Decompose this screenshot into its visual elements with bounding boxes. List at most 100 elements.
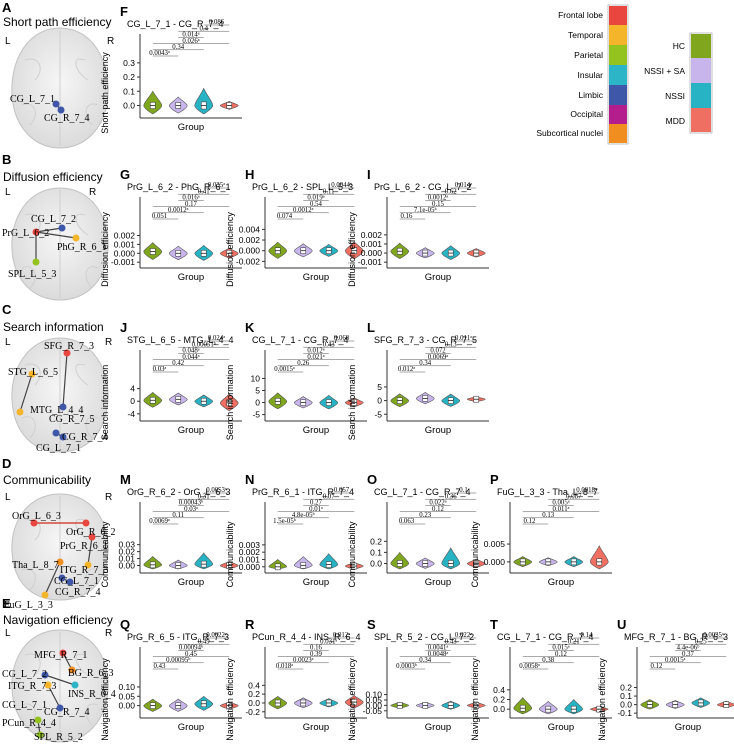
row-letter: E [2, 596, 11, 611]
y-tick-label: 0.000 [484, 557, 506, 567]
y-tick-label: 0.00 [118, 701, 135, 711]
group-legend-frame [689, 32, 713, 134]
p-value-label: 0.0015ᵃ [665, 657, 686, 664]
p-value-label: 0.25 [695, 638, 707, 645]
y-tick-label: -5 [252, 410, 260, 420]
x-axis-label: Group [425, 722, 451, 733]
lobe-legend-frame [607, 4, 629, 145]
p-value-label: 0.0012ᵃ [428, 195, 449, 202]
p-value-label: 0.026ᵃ [182, 38, 199, 45]
node-label: BG_R_6_3 [68, 668, 114, 679]
y-tick-label: 0.4 [493, 685, 505, 695]
p-value-label: 0.0035ᵃ [703, 632, 724, 639]
p-value-label: 0.0048ᵃ [428, 651, 449, 658]
y-tick-label: 0.3 [123, 58, 135, 68]
p-value-label: 0.0053ᵃ [206, 487, 227, 494]
node-label: PhG_R_6_1 [57, 242, 106, 253]
lobe-swatch-insular [609, 65, 627, 85]
y-tick-label: 5 [377, 382, 382, 392]
panel-title: OrG_R_6_2 - OrG_L_6_3 [127, 487, 231, 497]
x-axis-label: Group [303, 722, 329, 733]
node-temporal [28, 370, 36, 378]
p-value-label: 0.17 [185, 201, 197, 208]
row-title: Search information [3, 320, 104, 334]
panel-title: CG_L_7_1 - CG_R_7_4 [252, 335, 349, 345]
p-value-label: 0.37 [682, 651, 694, 658]
p-value-label: 0.45 [185, 651, 197, 658]
y-axis-label: Communicability [100, 521, 110, 588]
group-swatch-mdd [691, 108, 711, 132]
p-value-label: 0.048ᵃ [182, 348, 199, 355]
brain-right-label: R [89, 187, 96, 198]
group-legend: HC NSSI + SA NSSI MDD [644, 32, 713, 134]
node-temporal [44, 681, 52, 689]
panel-letter: Q [120, 617, 130, 632]
node-limbic [58, 574, 66, 582]
y-tick-label: 0.2 [493, 695, 505, 705]
p-value-label: 0.39 [310, 651, 322, 658]
lobe-label: Limbic [578, 90, 603, 100]
panel-letter: G [120, 167, 130, 182]
p-value-label: 0.00051ᵇ [192, 341, 216, 348]
p-value-label: 0.38 [542, 657, 554, 664]
lobe-swatch-subcortical [609, 124, 627, 143]
group-swatch-nssi-sa [691, 58, 711, 83]
p-value-label: 0.34 [419, 360, 431, 367]
p-value-label: 0.015ᵃ [552, 645, 569, 652]
p-value-label: 0.42 [172, 360, 184, 367]
y-tick-label: 0 [377, 396, 382, 406]
x-axis-label: Group [303, 425, 329, 436]
lobe-legend: Frontal lobe Temporal Parietal Insular L… [536, 4, 629, 145]
brain-gyri [21, 363, 99, 439]
y-tick-label: 0.005 [484, 539, 506, 549]
node-frontal [32, 228, 40, 236]
brain-panel-e: L R MFG_R_7_1 BG_R_6_3 CG_L_7_2 ITG_R_7_… [2, 628, 116, 743]
p-value-label: 0.016ᵃ [182, 195, 199, 202]
p-value-label: 0.4 [200, 25, 209, 32]
p-value-label: 0.011ᵃ [455, 335, 472, 342]
panel-letter: T [490, 617, 498, 632]
p-value-label: 0.012ᵃ [333, 632, 350, 639]
node-label: CG_L_7_1 [54, 576, 99, 587]
y-tick-label: 0.2 [620, 683, 632, 693]
p-value-label: 0.27 [310, 500, 322, 507]
node-limbic [56, 704, 64, 712]
y-tick-label: 0.10 [118, 682, 135, 692]
p-value-label: 0.13 [542, 512, 554, 519]
x-axis-label: Group [425, 272, 451, 283]
group-label: NSSI [665, 91, 685, 101]
connection-line [62, 352, 68, 408]
panel-title: PrG_R_6_5 - ITG_R_7_3 [127, 632, 229, 642]
p-value-label: 0.21 [568, 638, 580, 645]
brain-left-label: L [5, 628, 11, 639]
y-axis-label: Diffusion efficiency [347, 212, 357, 287]
panel-letter: N [245, 472, 254, 487]
y-tick-label: 0.0 [123, 100, 135, 110]
y-tick-label: 0.05 [118, 691, 135, 701]
panel-title: PrG_R_6_1 - ITG_R_7_4 [252, 487, 354, 497]
p-value-label: 0.13 [445, 341, 457, 348]
violin-nssi [194, 87, 214, 115]
node-label: STG_L_6_5 [8, 367, 58, 378]
node-limbic [66, 578, 74, 586]
y-tick-label: -0.2 [245, 707, 260, 717]
row-a-header: A Short path efficiency [2, 0, 112, 29]
y-axis-label: Diffusion efficiency [225, 212, 235, 287]
panel-letter: F [120, 4, 128, 19]
row-title: Communicability [3, 473, 91, 487]
y-tick-label: 0.2 [248, 689, 260, 699]
node-label: OrG_R_6_2 [66, 527, 115, 538]
connection-line [35, 231, 77, 239]
brain-left-label: L [5, 337, 11, 348]
lobe-label: Insular [577, 70, 603, 80]
row-title: Diffusion efficiency [3, 170, 103, 184]
y-tick-label: 0.002 [239, 547, 261, 557]
lobe-label: Occipital [570, 109, 603, 119]
